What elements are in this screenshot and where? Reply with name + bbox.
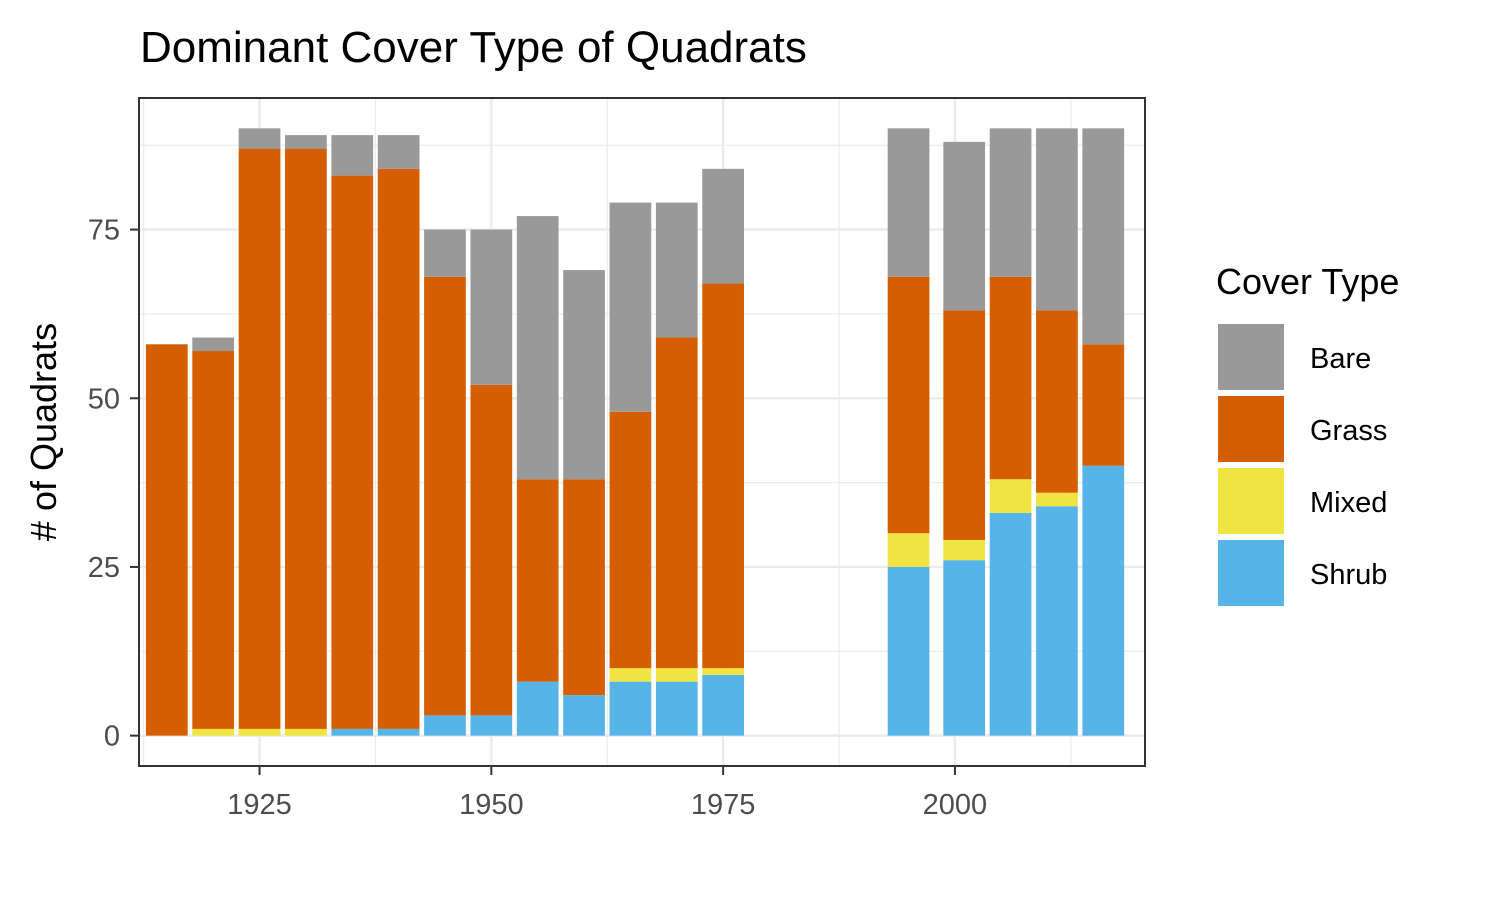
chart-title: Dominant Cover Type of Quadrats — [140, 23, 807, 72]
bar-mixed-2006 — [989, 479, 1032, 513]
x-tick-label: 2000 — [923, 789, 988, 821]
bar-bare-2011 — [1036, 128, 1078, 311]
bar-shrub-1960 — [563, 695, 605, 736]
bar-grass-1930 — [285, 148, 327, 729]
bar-shrub-1970 — [655, 681, 698, 736]
x-tick-label: 1950 — [459, 789, 524, 821]
bar-bare-2016 — [1082, 128, 1125, 345]
bar-grass-1935 — [331, 175, 374, 729]
bar-shrub-1945 — [424, 715, 466, 736]
bar-mixed-1995 — [887, 533, 930, 567]
bar-shrub-1965 — [609, 681, 652, 736]
legend-label-mixed: Mixed — [1310, 487, 1387, 519]
bar-mixed-1975 — [702, 668, 744, 675]
legend-label-grass: Grass — [1310, 415, 1387, 447]
bar-bare-1945 — [424, 229, 466, 277]
bar-shrub-2016 — [1082, 465, 1125, 736]
bar-grass-1975 — [702, 283, 744, 669]
legend-title: Cover Type — [1216, 261, 1399, 302]
bar-grass-1955 — [516, 479, 559, 682]
legend-label-shrub: Shrub — [1310, 559, 1387, 591]
bar-grass-1995 — [887, 276, 930, 534]
bar-shrub-1955 — [516, 681, 559, 736]
bar-shrub-2001 — [943, 560, 986, 736]
bar-shrub-1950 — [470, 715, 513, 736]
bar-shrub-1935 — [331, 728, 374, 736]
bar-grass-1945 — [424, 276, 466, 716]
bar-bare-1950 — [470, 229, 513, 385]
bar-grass-1965 — [609, 411, 652, 669]
legend-key-grass — [1218, 396, 1284, 462]
bar-grass-2006 — [989, 276, 1032, 480]
bar-bare-1935 — [331, 135, 374, 176]
bar-grass-1925 — [238, 148, 281, 729]
bar-grass-1940 — [377, 168, 420, 729]
bar-shrub-1995 — [887, 566, 930, 736]
bar-grass-1960 — [563, 479, 605, 696]
bar-mixed-1965 — [609, 668, 652, 682]
bar-bare-1940 — [377, 135, 420, 169]
legend-key-mixed — [1218, 468, 1284, 534]
x-tick-label: 1925 — [227, 789, 292, 821]
bar-shrub-1975 — [702, 674, 744, 736]
bar-bare-1965 — [609, 202, 652, 412]
y-tick-label: 25 — [88, 552, 120, 584]
axes: 1925 1950 1975 2000 0 25 50 75 — [88, 215, 987, 821]
y-tick-label: 75 — [88, 215, 120, 247]
bar-shrub-2011 — [1036, 506, 1078, 736]
bar-bare-1920 — [192, 337, 235, 352]
bars — [145, 128, 1125, 736]
panel-border — [138, 97, 1146, 767]
bar-shrub-1940 — [377, 728, 420, 736]
y-axis-title: # of Quadrats — [23, 323, 64, 541]
bar-mixed-2001 — [943, 539, 986, 561]
bar-bare-1955 — [516, 216, 559, 480]
bar-bare-1995 — [887, 128, 930, 277]
bar-grass-2016 — [1082, 344, 1125, 466]
bar-grass-2011 — [1036, 310, 1078, 493]
bar-bare-1925 — [238, 128, 281, 149]
y-tick-label: 50 — [88, 383, 120, 415]
bar-grass-1920 — [192, 351, 235, 729]
bar-grass-1915 — [145, 344, 188, 736]
bar-mixed-1925 — [238, 728, 281, 736]
legend: Cover Type Bare Grass Mixed Shrub — [1216, 261, 1399, 606]
bar-bare-2006 — [989, 128, 1032, 277]
bar-bare-1960 — [563, 270, 605, 480]
legend-label-bare: Bare — [1310, 343, 1371, 375]
x-tick-label: 1975 — [691, 789, 756, 821]
legend-key-bare — [1218, 324, 1284, 390]
bar-bare-2001 — [943, 141, 986, 311]
bar-grass-2001 — [943, 310, 986, 540]
bar-grass-1950 — [470, 384, 513, 716]
bar-mixed-1930 — [285, 728, 327, 736]
bar-bare-1930 — [285, 135, 327, 149]
bar-mixed-1970 — [655, 668, 698, 682]
legend-key-shrub — [1218, 540, 1284, 606]
y-tick-label: 0 — [104, 721, 120, 753]
bar-mixed-1920 — [192, 728, 235, 736]
bar-shrub-2006 — [989, 512, 1032, 736]
bar-bare-1975 — [702, 168, 744, 284]
bar-bare-1970 — [655, 202, 698, 338]
bar-mixed-2011 — [1036, 492, 1078, 507]
bar-grass-1970 — [655, 337, 698, 669]
